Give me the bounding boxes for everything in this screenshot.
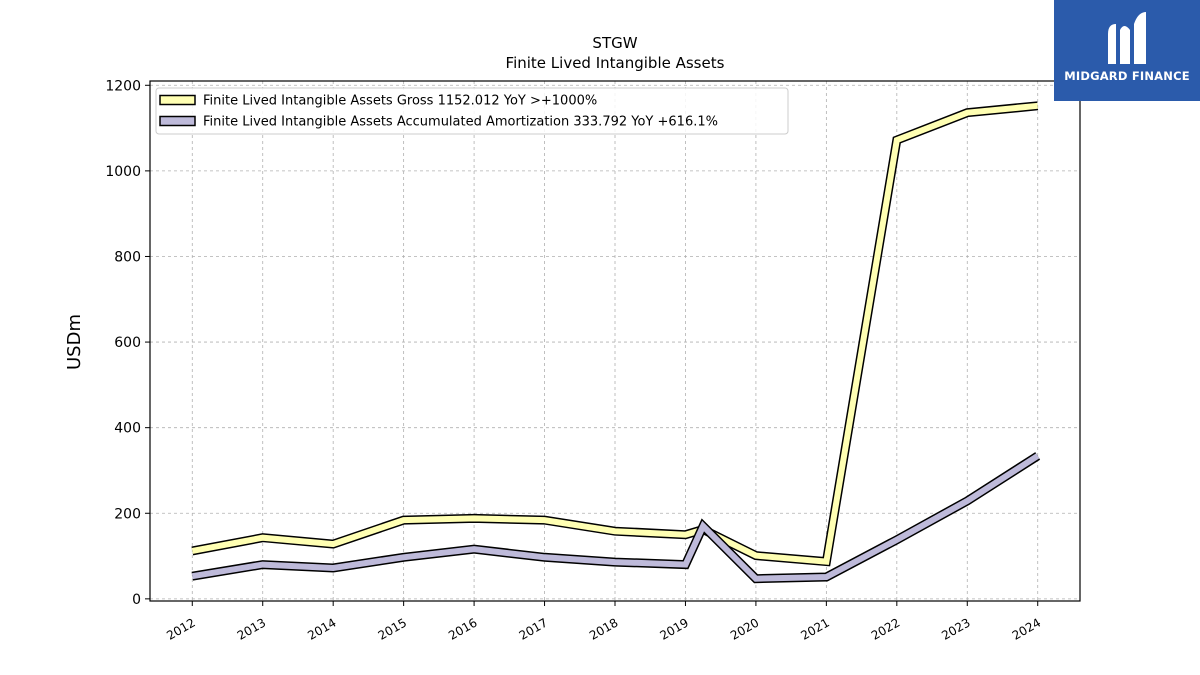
y-tick-label: 400: [114, 421, 141, 437]
series-lines: [191, 101, 1041, 584]
grid: [150, 81, 1080, 601]
x-tick-label: 2016: [446, 615, 479, 642]
y-tick-label: 200: [114, 506, 141, 522]
series-line-1: [191, 453, 1040, 582]
x-tick-label: 2017: [517, 615, 550, 642]
y-tick-label: 600: [114, 335, 141, 351]
chart-title: STGW: [592, 34, 637, 52]
y-axis-label: USDm: [64, 314, 85, 370]
legend: Finite Lived Intangible Assets Gross 115…: [155, 87, 789, 135]
midgard-logo-icon: [1108, 12, 1146, 64]
x-tick-label: 2023: [939, 615, 972, 642]
series-line-0: [191, 102, 1038, 565]
x-tick-label: 2024: [1010, 615, 1043, 642]
legend-swatch-1: [159, 115, 196, 127]
legend-label-1: Finite Lived Intangible Assets Accumulat…: [203, 115, 718, 130]
y-tick-label: 1000: [105, 164, 141, 180]
x-tick-label: 2021: [798, 615, 831, 642]
x-tick-label: 2015: [376, 615, 409, 642]
x-tick-label: 2022: [869, 615, 902, 642]
x-tick-label: 2012: [164, 615, 197, 642]
y-tick-label: 800: [114, 249, 141, 265]
legend-box: [155, 87, 789, 135]
legend-swatch-0: [159, 94, 196, 106]
y-tick-label: 1200: [105, 78, 141, 94]
x-tick-label: 2014: [305, 615, 338, 642]
x-tick-label: 2019: [658, 615, 691, 642]
x-tick-label: 2020: [728, 615, 761, 642]
logo-text: MIDGARD FINANCE: [1064, 69, 1190, 83]
chart-subtitle: Finite Lived Intangible Assets: [506, 54, 725, 72]
midgard-finance-logo: MIDGARD FINANCE: [1054, 0, 1200, 101]
x-tick-label: 2018: [587, 615, 620, 642]
legend-label-0: Finite Lived Intangible Assets Gross 115…: [203, 94, 597, 109]
x-tick-label: 2013: [235, 615, 268, 642]
y-tick-label: 0: [132, 592, 141, 608]
